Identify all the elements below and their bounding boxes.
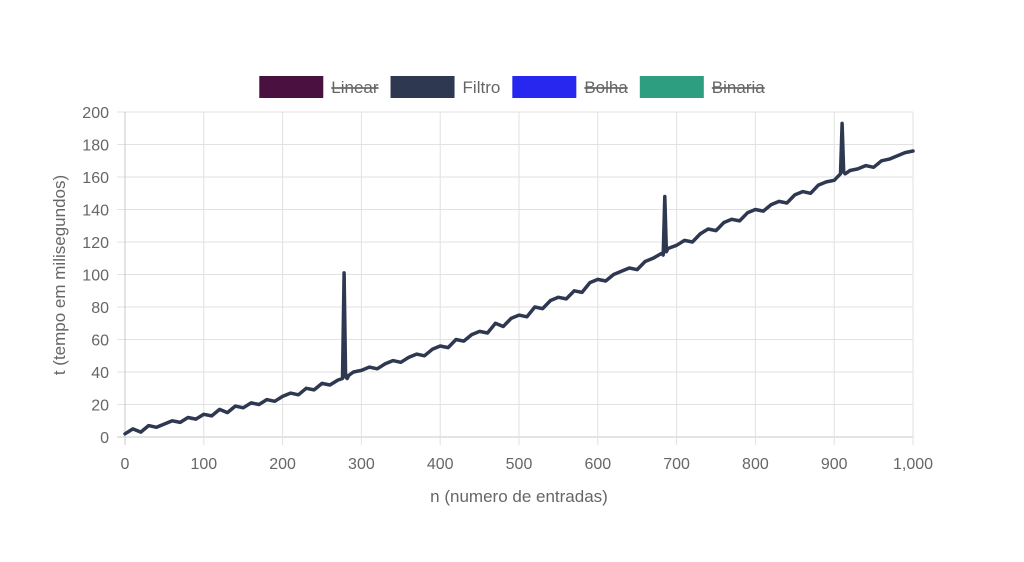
legend-label-binaria: Binaria (712, 78, 765, 97)
x-axis-ticks: 0 100 200 300 400 500 600 700 800 900 1,000 (121, 456, 934, 473)
y-axis-title: t (tempo em milisegundos) (50, 175, 69, 375)
legend-swatch-bolha (512, 76, 577, 98)
legend-label-linear: Linear (331, 78, 379, 97)
x-tick-label: 700 (663, 456, 690, 473)
y-tick-label: 40 (91, 365, 109, 382)
y-tick-label: 120 (82, 235, 109, 252)
series-line-filtro (123, 121, 915, 436)
legend-item-binaria[interactable]: Binaria (639, 76, 765, 98)
y-tick-label: 100 (82, 268, 109, 285)
y-tick-label: 180 (82, 138, 109, 155)
x-tick-label: 100 (190, 456, 217, 473)
y-axis-ticks: 0 20 40 60 80 100 120 140 160 180 200 (82, 105, 109, 447)
legend-swatch-filtro (390, 76, 455, 98)
series-layer (123, 121, 915, 436)
grid-lines (117, 111, 914, 445)
legend-item-bolha[interactable]: Bolha (512, 76, 628, 98)
legend-swatch-binaria (639, 76, 704, 98)
x-tick-label: 300 (348, 456, 375, 473)
y-tick-label: 0 (100, 430, 109, 447)
y-tick-label: 80 (91, 300, 109, 317)
y-tick-label: 200 (82, 105, 109, 122)
x-tick-label: 800 (742, 456, 769, 473)
y-tick-label: 160 (82, 170, 109, 187)
legend-label-filtro: Filtro (463, 78, 501, 97)
legend-swatch-linear (259, 76, 324, 98)
legend: Linear Filtro Bolha Binaria (259, 76, 765, 98)
legend-item-filtro[interactable]: Filtro (390, 76, 501, 98)
y-tick-label: 60 (91, 333, 109, 350)
legend-item-linear[interactable]: Linear (259, 76, 379, 98)
x-tick-label: 600 (584, 456, 611, 473)
x-tick-label: 400 (427, 456, 454, 473)
x-tick-label: 1,000 (893, 456, 933, 473)
legend-label-bolha: Bolha (584, 78, 628, 97)
x-tick-label: 0 (121, 456, 130, 473)
x-tick-label: 500 (506, 456, 533, 473)
y-tick-label: 20 (91, 398, 109, 415)
y-tick-label: 140 (82, 203, 109, 220)
x-tick-label: 200 (269, 456, 296, 473)
x-axis-title: n (numero de entradas) (430, 487, 608, 506)
x-tick-label: 900 (821, 456, 848, 473)
